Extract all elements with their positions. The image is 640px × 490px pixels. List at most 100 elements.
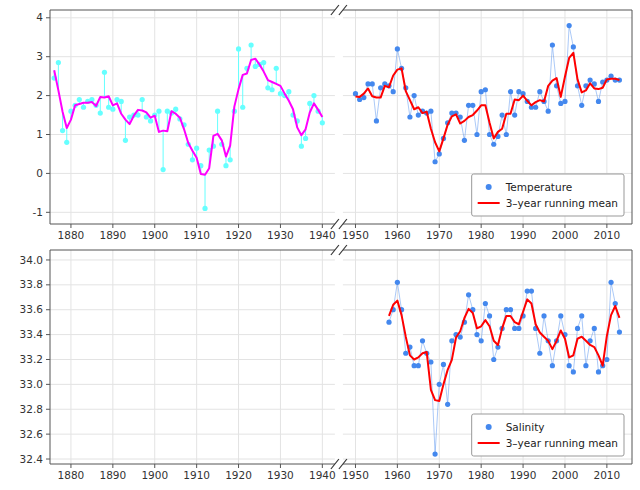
point xyxy=(575,326,580,331)
x-tick xyxy=(70,464,71,468)
grid-line-y xyxy=(50,334,335,335)
point xyxy=(311,93,316,98)
x-tick-label: 1960 xyxy=(384,229,411,241)
x-tick-label: 1880 xyxy=(58,229,85,241)
x-tick xyxy=(397,464,398,468)
grid xyxy=(50,250,335,464)
point xyxy=(466,292,471,297)
legend-label: Temperature xyxy=(505,181,573,193)
y-tick-label: 1 xyxy=(36,128,43,140)
point xyxy=(567,363,572,368)
legend-swatch xyxy=(478,202,500,204)
point xyxy=(617,330,622,335)
x-tick xyxy=(439,464,440,468)
series-line xyxy=(355,26,619,162)
grid-line-y xyxy=(50,259,335,260)
y-tick-label: 32.8 xyxy=(20,403,43,415)
point xyxy=(546,109,551,114)
grid-line-y xyxy=(50,384,335,385)
x-tick-label: 1920 xyxy=(225,229,252,241)
axis-frame xyxy=(50,245,339,469)
point xyxy=(491,142,496,147)
axis-break xyxy=(339,459,347,469)
x-tick xyxy=(481,224,482,228)
legend: Salinity3–year running mean xyxy=(472,414,624,456)
point xyxy=(299,144,304,149)
axis-break xyxy=(339,5,347,15)
x-tick-label: 1970 xyxy=(426,229,453,241)
x-tick-label: 1890 xyxy=(99,229,126,241)
x-tick-label: 1990 xyxy=(510,469,537,481)
x-tick xyxy=(397,224,398,228)
y-axis-line xyxy=(50,10,51,224)
grid-line-x xyxy=(196,10,197,224)
point xyxy=(550,42,555,47)
grid-line-y xyxy=(50,409,335,410)
point xyxy=(567,23,572,28)
point xyxy=(269,87,274,92)
point xyxy=(596,99,601,104)
point xyxy=(571,44,576,49)
y-tick-label: 33.2 xyxy=(20,353,43,365)
x-axis: 1950196019701980199020002010 xyxy=(342,224,620,241)
x-tick xyxy=(70,224,71,228)
point xyxy=(487,313,492,318)
x-tick-label: 1940 xyxy=(309,229,336,241)
legend-box xyxy=(472,174,624,216)
axis-break xyxy=(339,245,347,255)
grid-line-y xyxy=(343,259,632,260)
point xyxy=(462,138,467,143)
x-tick-label: 1980 xyxy=(468,469,495,481)
grid-line-x xyxy=(397,10,398,224)
x-axis: 1880189019001910192019301940 xyxy=(58,464,336,481)
point xyxy=(249,42,254,47)
y-tick xyxy=(46,212,50,213)
y-tick xyxy=(46,359,50,360)
grid-line-y xyxy=(50,459,335,460)
running-mean-line xyxy=(54,59,322,175)
point xyxy=(240,105,245,110)
point xyxy=(516,326,521,331)
point xyxy=(395,46,400,51)
x-tick xyxy=(564,464,565,468)
point xyxy=(119,99,124,104)
y-axis: -101234 xyxy=(33,11,50,218)
grid-line-y xyxy=(50,173,335,174)
point xyxy=(479,338,484,343)
grid-line-y xyxy=(343,359,632,360)
y-tick-label: 32.4 xyxy=(20,453,44,465)
x-tick-label: 1900 xyxy=(141,229,168,241)
point xyxy=(571,369,576,374)
point xyxy=(190,157,195,162)
grid-line-y xyxy=(50,359,335,360)
point xyxy=(470,103,475,108)
point xyxy=(274,66,279,71)
x-tick-label: 1930 xyxy=(267,229,294,241)
x-tick-label: 1900 xyxy=(141,469,168,481)
y-tick xyxy=(46,434,50,435)
point xyxy=(537,351,542,356)
axis-frame xyxy=(339,245,632,469)
point xyxy=(504,132,509,137)
grid-line-y xyxy=(50,95,335,96)
x-tick-label: 2010 xyxy=(593,229,620,241)
point xyxy=(395,280,400,285)
x-tick-label: 1970 xyxy=(426,469,453,481)
axis-break xyxy=(331,219,339,229)
y-axis-line xyxy=(50,250,51,464)
x-tick-label: 1930 xyxy=(267,469,294,481)
x-tick xyxy=(112,224,113,228)
axis-break xyxy=(339,219,347,229)
panel: 1950196019701980199020002010Temperature3… xyxy=(339,5,632,241)
frame-top xyxy=(343,10,632,11)
y-tick xyxy=(46,17,50,18)
y-tick xyxy=(46,259,50,260)
point xyxy=(512,112,517,117)
grid-line-y xyxy=(50,284,335,285)
y-tick-label: 33.6 xyxy=(20,303,44,315)
legend-label: 3–year running mean xyxy=(506,197,618,209)
frame-top xyxy=(50,250,335,251)
grid-line-y xyxy=(50,434,335,435)
grid-line-y xyxy=(343,334,632,335)
x-axis-line xyxy=(50,464,335,465)
